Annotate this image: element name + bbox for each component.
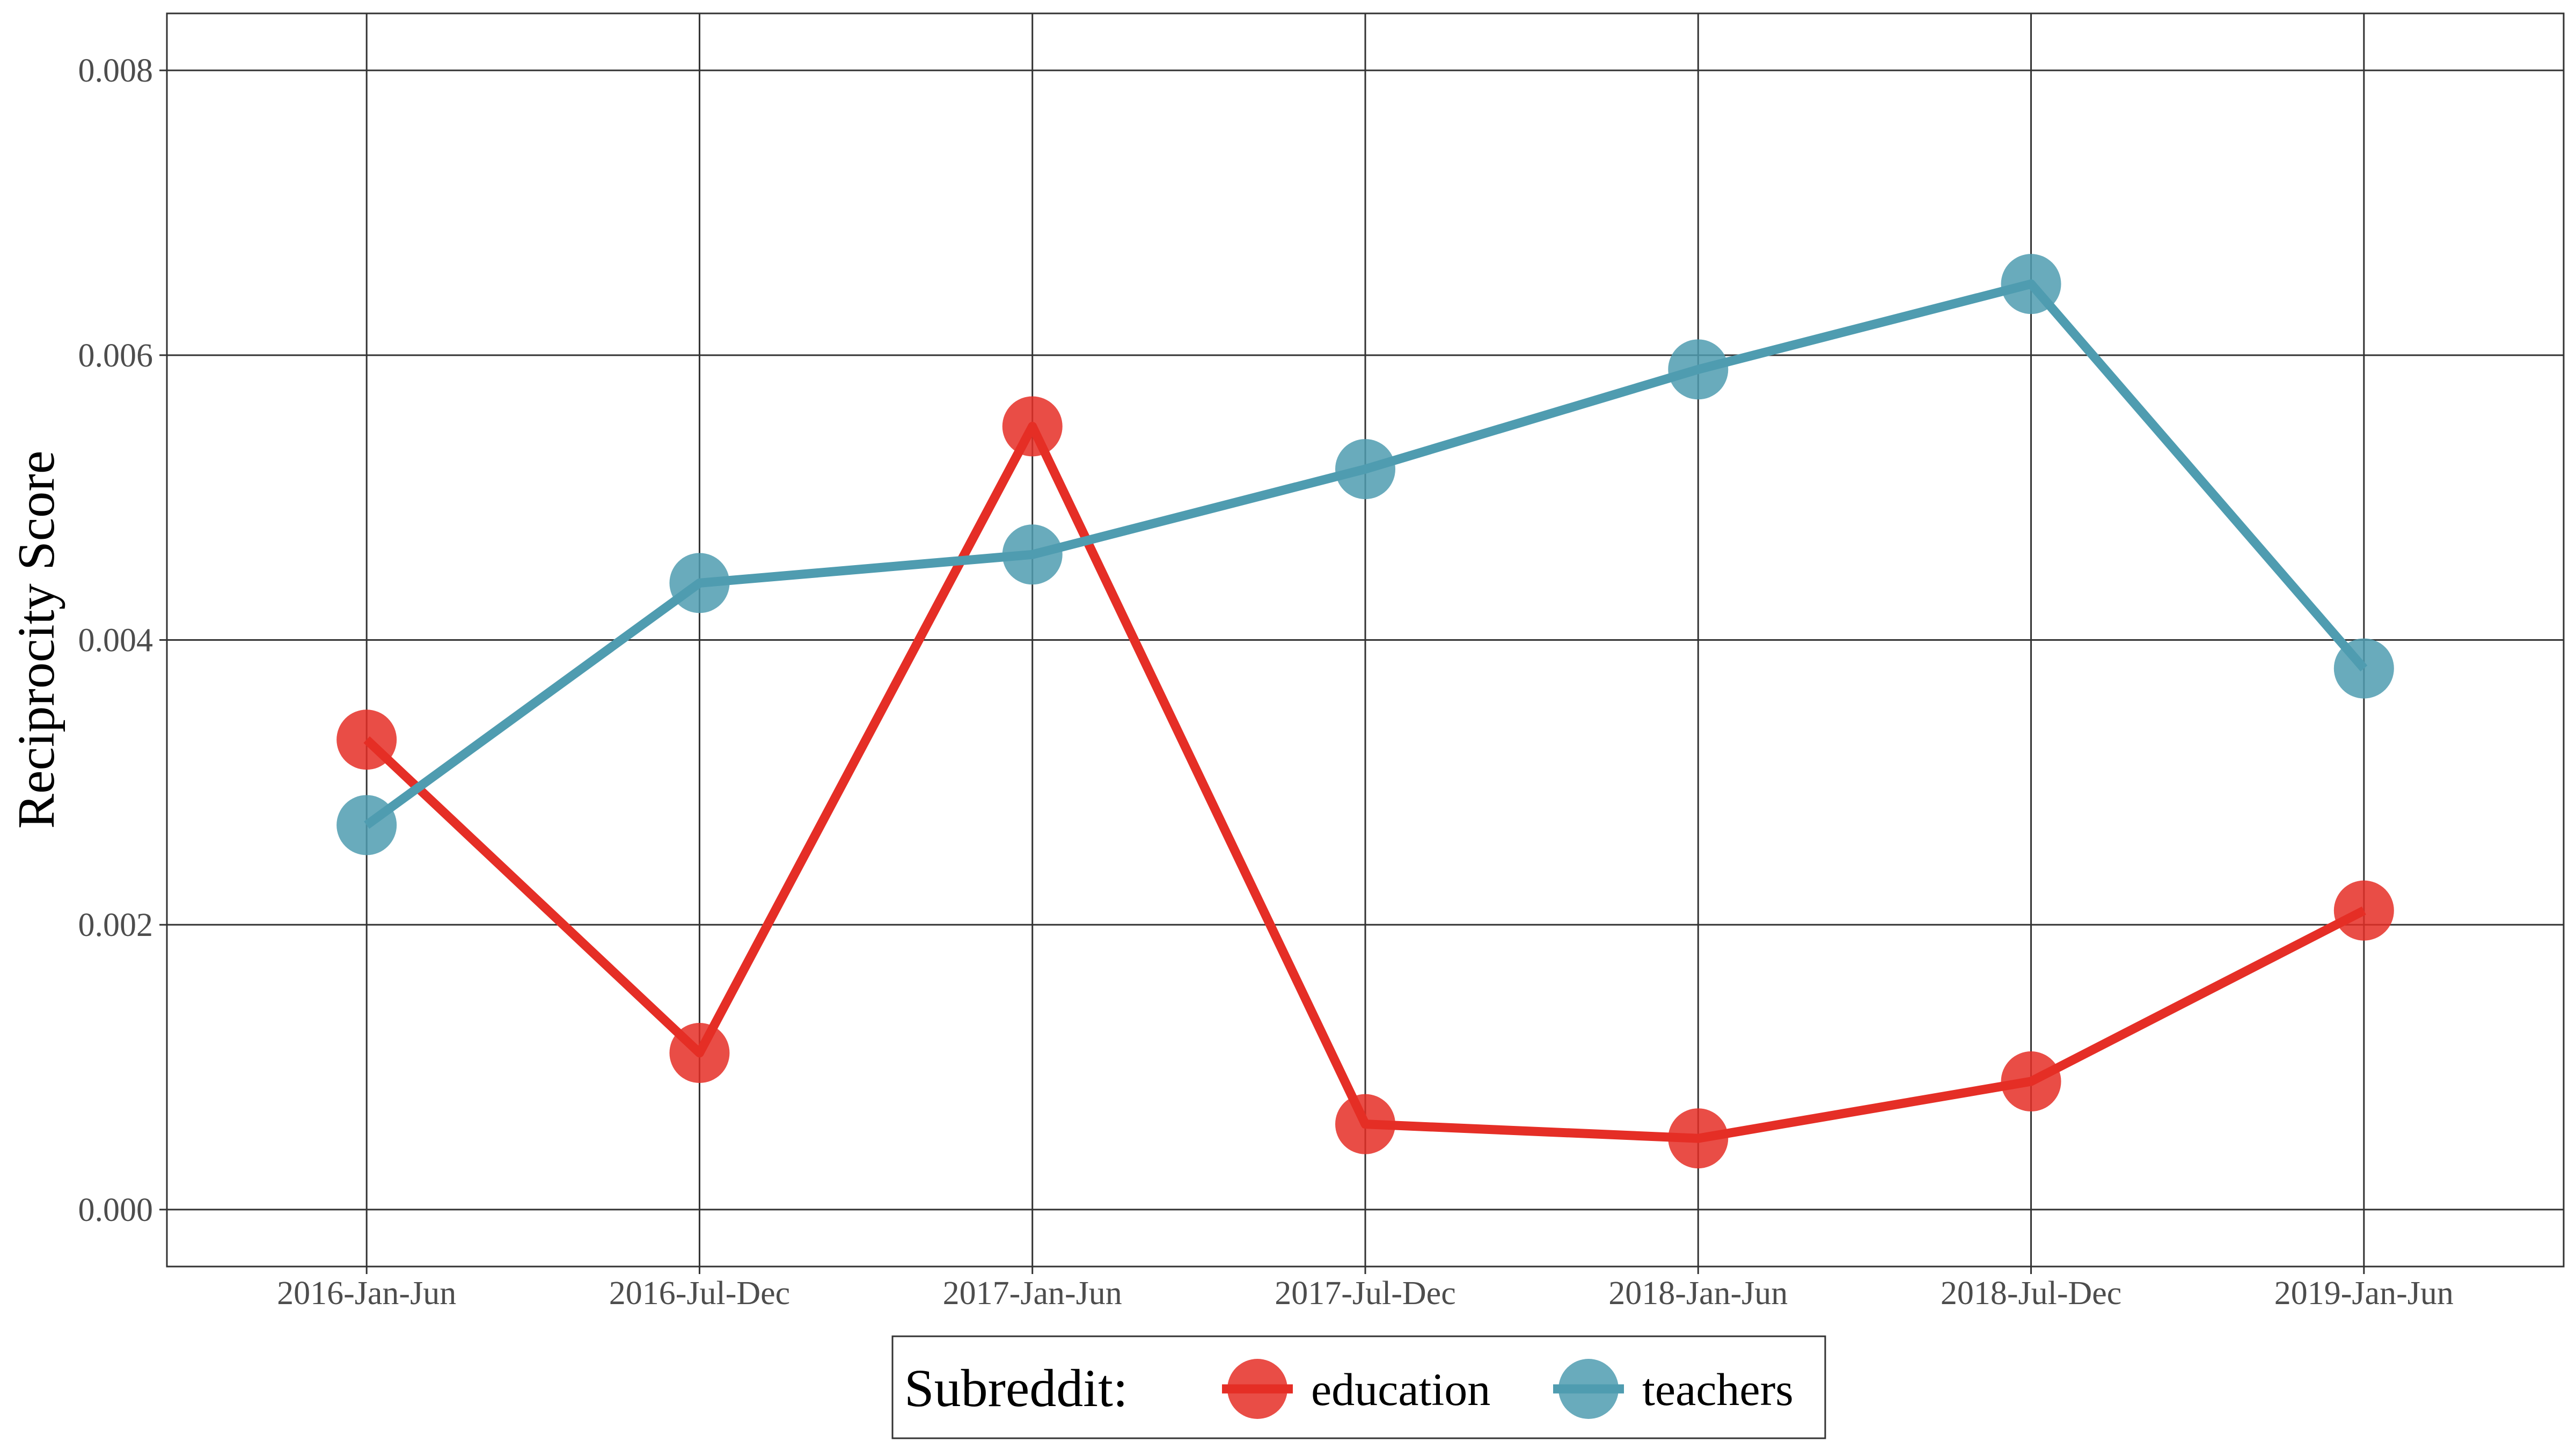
legend-title: Subreddit: <box>904 1358 1128 1418</box>
y-axis-title: Reciprocity Score <box>8 451 65 829</box>
legend-label-education: education <box>1311 1364 1490 1415</box>
y-tick-label: 0.000 <box>78 1192 153 1228</box>
y-tick-label: 0.004 <box>78 623 153 659</box>
data-point-teachers <box>2333 638 2394 699</box>
legend-item-teachers: teachers <box>1553 1359 1794 1419</box>
data-point-teachers <box>2001 254 2061 314</box>
x-tick-label: 2016-Jan-Jun <box>277 1275 456 1312</box>
legend: Subreddit: education teachers <box>891 1335 1826 1439</box>
x-tick-label: 2017-Jul-Dec <box>1275 1275 1455 1312</box>
y-tick-label: 0.006 <box>78 338 153 374</box>
data-point-education <box>336 709 397 770</box>
legend-item-education: education <box>1222 1359 1490 1419</box>
data-point-education <box>1002 396 1063 457</box>
data-point-teachers <box>669 553 730 613</box>
x-tick-label: 2018-Jan-Jun <box>1608 1275 1788 1312</box>
x-tick-label: 2019-Jan-Jun <box>2274 1275 2454 1312</box>
series-points-teachers <box>336 254 2394 855</box>
legend-label-teachers: teachers <box>1642 1364 1794 1415</box>
series-points-education <box>336 396 2394 1169</box>
legend-box <box>891 1335 1826 1439</box>
x-axis-ticks: 2016-Jan-Jun 2016-Jul-Dec 2017-Jan-Jun 2017… <box>277 1267 2454 1312</box>
y-tick-label: 0.008 <box>78 53 153 89</box>
x-tick-label: 2018-Jul-Dec <box>1941 1275 2121 1312</box>
data-point-education <box>2001 1051 2061 1112</box>
legend-key-point <box>1227 1359 1287 1419</box>
data-point-education <box>669 1022 730 1083</box>
data-point-education <box>1335 1094 1395 1154</box>
data-point-teachers <box>336 795 397 855</box>
legend-items: education teachers <box>1222 1359 1794 1419</box>
y-axis-ticks: 0.000 0.002 0.004 0.006 0.008 <box>78 53 167 1228</box>
data-point-teachers <box>1668 339 1729 400</box>
legend-key-point <box>1558 1359 1619 1419</box>
data-point-teachers <box>1002 524 1063 585</box>
y-tick-label: 0.002 <box>78 907 153 943</box>
data-point-teachers <box>1335 439 1395 500</box>
data-point-education <box>2333 880 2394 941</box>
x-tick-label: 2016-Jul-Dec <box>609 1275 790 1312</box>
x-tick-label: 2017-Jan-Jun <box>943 1275 1122 1312</box>
data-point-education <box>1668 1108 1729 1169</box>
series-layer <box>336 254 2394 1169</box>
